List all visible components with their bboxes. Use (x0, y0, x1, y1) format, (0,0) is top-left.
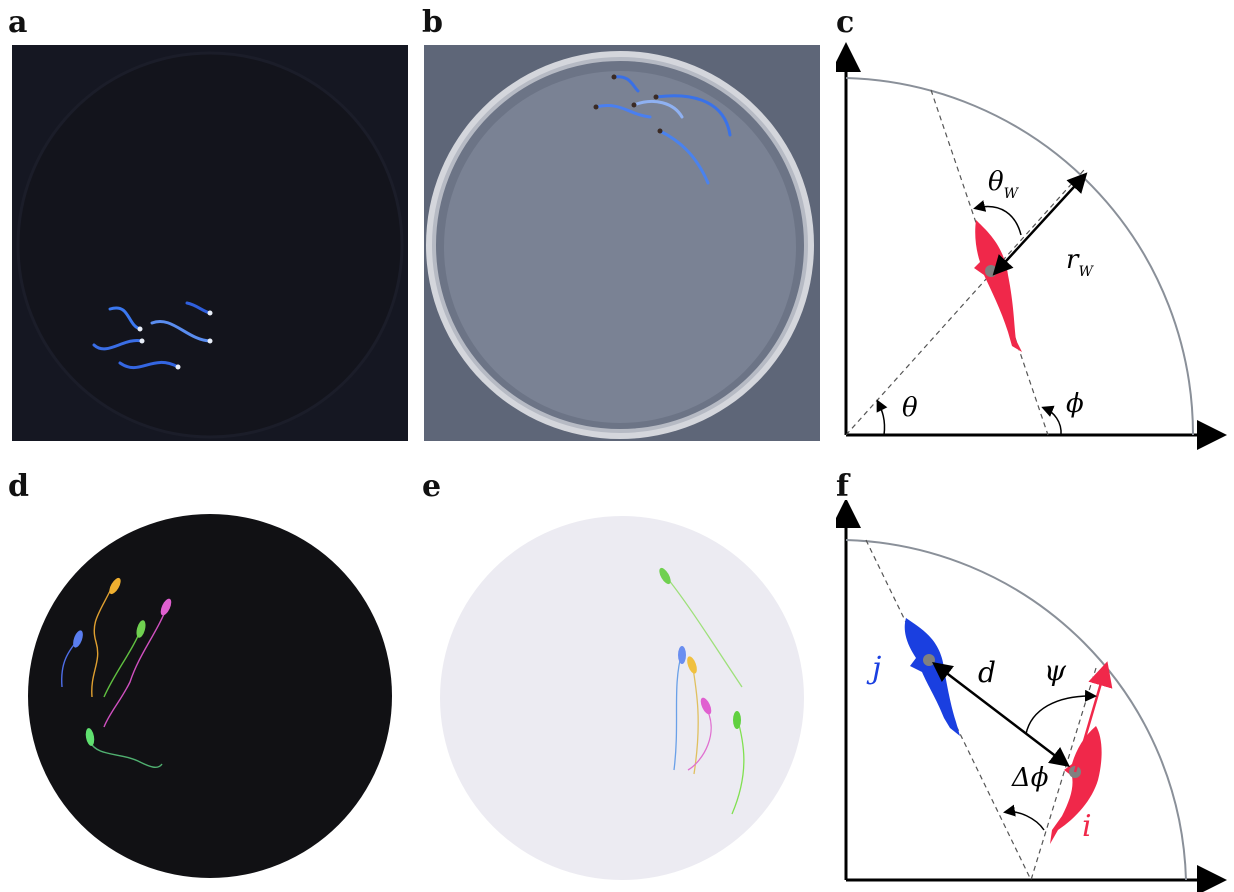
svg-text:d: d (978, 656, 996, 689)
fish-trail (658, 129, 710, 185)
fish-center-dot (985, 265, 997, 277)
panel-c-diagram: θW rW θ ϕ (836, 42, 1227, 450)
panel-label-b: b (422, 5, 443, 40)
panel-label-f: f (836, 469, 849, 504)
svg-text:j: j (866, 651, 881, 686)
fish-trail (632, 100, 684, 119)
svg-text:i: i (1082, 809, 1092, 844)
panel-label-e: e (422, 469, 442, 504)
panel-label-d: d (8, 469, 29, 504)
panel-a-photo (12, 45, 408, 441)
svg-text:rW: rW (1066, 245, 1094, 280)
svg-text:θ: θ (902, 393, 918, 423)
fish-trail (612, 75, 640, 93)
svg-text:ψ: ψ (1044, 654, 1067, 687)
trajectory (103, 603, 169, 728)
fish-trail (594, 104, 652, 119)
fish-j-center-dot (923, 654, 935, 666)
panel-label-a: a (8, 5, 28, 40)
panel-b-photo (424, 45, 820, 441)
panel-e-trajectories (440, 516, 804, 880)
arena-boundary-arc (845, 539, 1187, 881)
fish-trail (92, 339, 144, 351)
svg-text:θW: θW (988, 167, 1020, 202)
fish-red-icon (974, 220, 1022, 352)
trajectory (89, 741, 163, 769)
arena-boundary-arc (845, 77, 1194, 436)
fish-trail (150, 319, 212, 343)
trajectory (91, 586, 113, 698)
panel-label-c: c (836, 5, 855, 40)
distance-arrow (932, 661, 1070, 768)
trajectory (663, 573, 743, 688)
panel-d-trajectories (28, 514, 392, 878)
panel-f-diagram: j d ψ Δϕ i (836, 500, 1227, 892)
fish-trail (118, 360, 180, 370)
svg-text:Δϕ: Δϕ (1011, 763, 1049, 793)
svg-text:ϕ: ϕ (1066, 389, 1084, 419)
r-w-arrow (992, 172, 1088, 276)
fish-trail (654, 94, 732, 137)
heading-arrow (1073, 661, 1113, 773)
fish-trail (108, 306, 142, 331)
trajectory (673, 651, 683, 771)
fish-red-icon (1050, 726, 1102, 844)
